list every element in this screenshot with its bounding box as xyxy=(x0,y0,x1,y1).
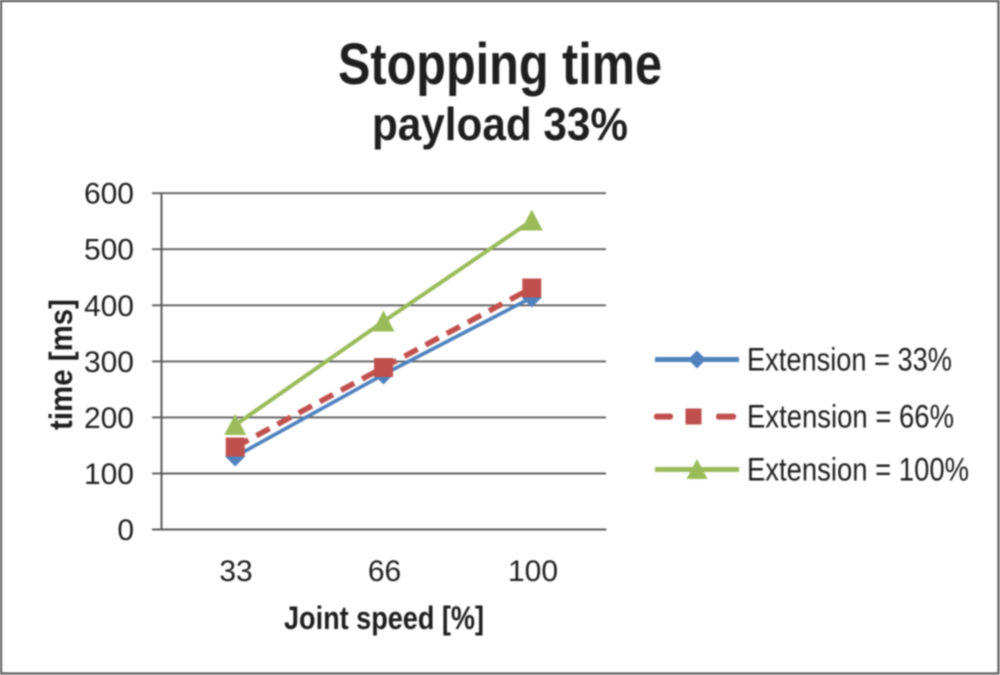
svg-text:200: 200 xyxy=(84,402,134,435)
svg-text:Extension = 33%: Extension = 33% xyxy=(747,342,952,378)
svg-text:Joint speed [%]: Joint speed [%] xyxy=(284,600,484,636)
svg-text:Extension = 66%: Extension = 66% xyxy=(747,399,954,435)
svg-text:100: 100 xyxy=(84,458,134,491)
svg-text:33: 33 xyxy=(219,555,252,588)
svg-text:Stopping time: Stopping time xyxy=(338,32,662,97)
svg-text:payload 33%: payload 33% xyxy=(372,98,628,150)
svg-text:time [ms]: time [ms] xyxy=(43,299,79,430)
svg-text:0: 0 xyxy=(117,514,134,547)
svg-text:600: 600 xyxy=(84,178,134,211)
svg-text:100: 100 xyxy=(508,555,558,588)
svg-text:66: 66 xyxy=(368,555,401,588)
svg-text:500: 500 xyxy=(84,234,134,267)
svg-text:400: 400 xyxy=(84,290,134,323)
svg-text:Extension = 100%: Extension = 100% xyxy=(747,452,969,488)
svg-text:300: 300 xyxy=(84,346,134,379)
